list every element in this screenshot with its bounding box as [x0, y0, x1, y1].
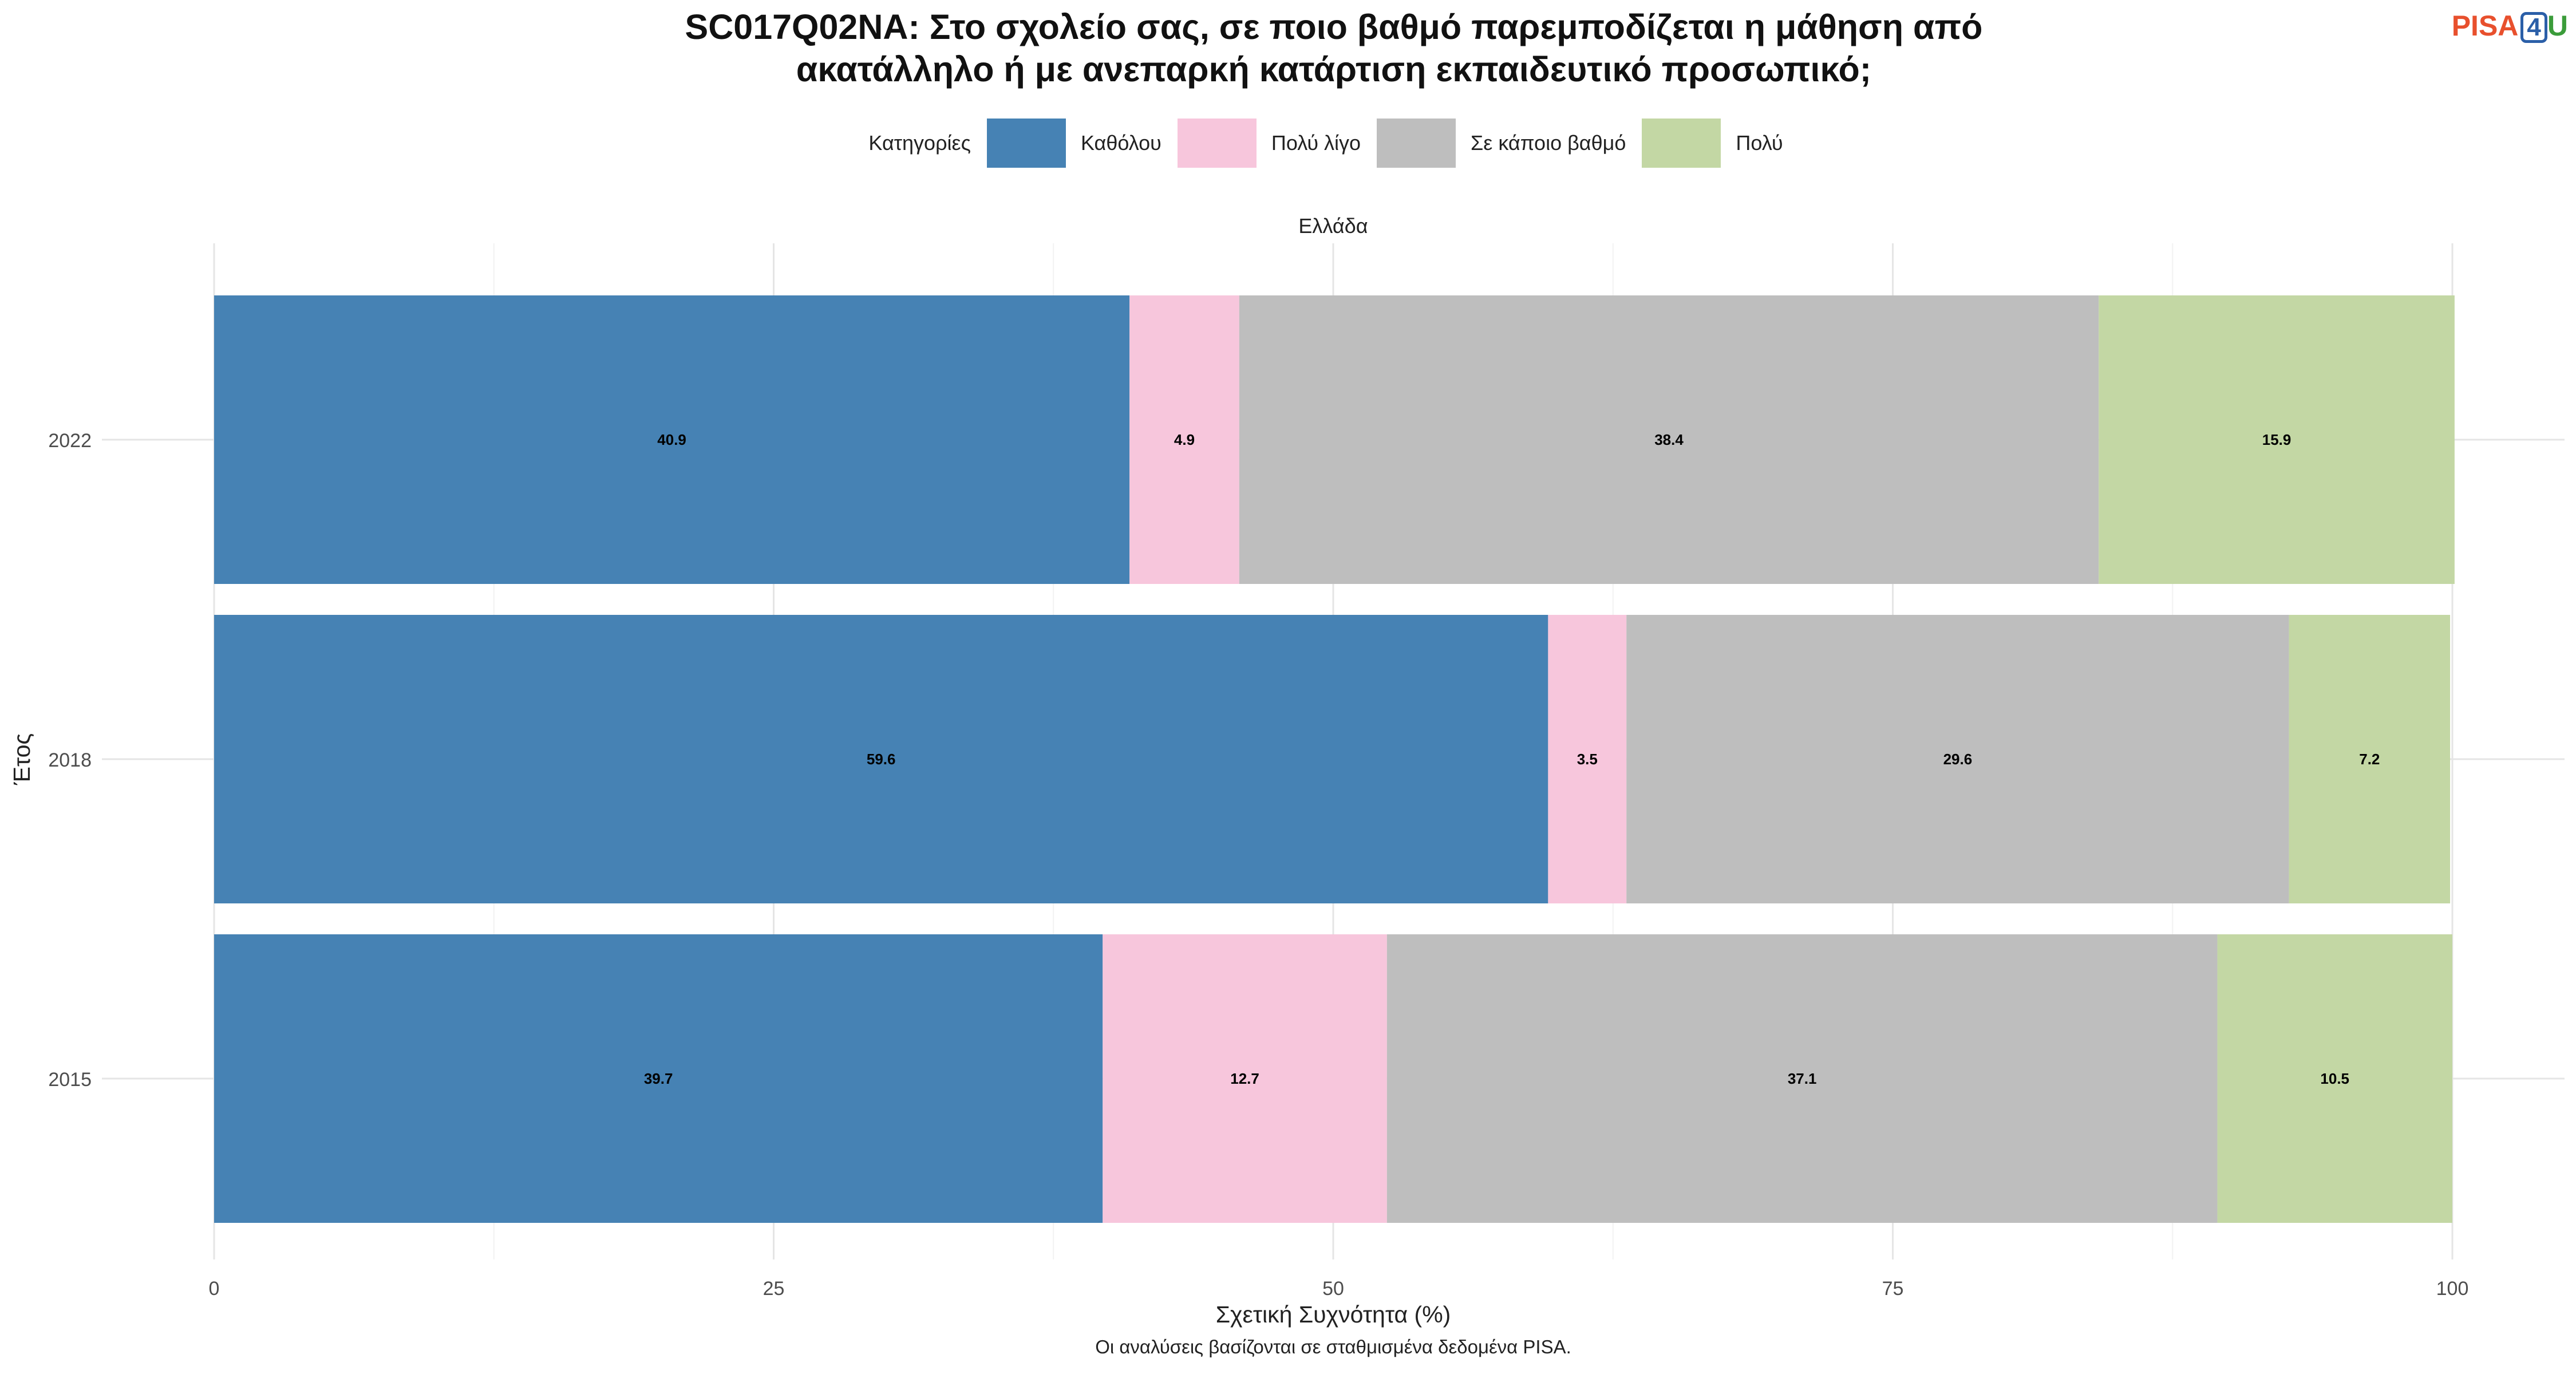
- legend-swatch: [1177, 119, 1257, 168]
- legend-title: Κατηγορίες: [868, 131, 971, 155]
- logo-four-box: 4: [2520, 12, 2547, 43]
- facet-label: Ελλάδα: [1298, 214, 1368, 238]
- bar-value-label: 3.5: [1577, 751, 1598, 768]
- legend-item-kathólou: Καθόλου: [986, 119, 1161, 168]
- y-tick-label: 2015: [48, 1069, 92, 1091]
- legend-item-poly: Πολύ: [1642, 119, 1783, 168]
- y-axis-title: Έτος: [9, 733, 35, 785]
- legend-swatch: [986, 119, 1066, 168]
- bar-value-label: 37.1: [1788, 1070, 1817, 1087]
- legend-swatch: [1642, 119, 1721, 168]
- legend-label: Πολύ λίγο: [1271, 131, 1361, 155]
- x-axis-title: Σχετική Συχνότητα (%): [1216, 1301, 1451, 1328]
- bar-segment: [1103, 934, 1387, 1223]
- bar-segment: [2289, 615, 2451, 903]
- bar-segment: [1386, 934, 2218, 1223]
- x-tick-label: 75: [1882, 1278, 1904, 1300]
- legend-label: Καθόλου: [1080, 131, 1161, 155]
- y-tick-label: 2022: [48, 430, 92, 452]
- bar-value-label: 15.9: [2262, 431, 2291, 448]
- bar-segment: [1239, 295, 2099, 584]
- bar-segment: [214, 615, 1548, 903]
- bar-value-label: 7.2: [2359, 751, 2380, 768]
- y-tick-label: 2018: [48, 749, 92, 771]
- legend: Κατηγορίες Καθόλου Πολύ λίγο Σε κάποιο β…: [0, 119, 2576, 168]
- legend-label: Σε κάποιο βαθμό: [1471, 131, 1626, 155]
- chart-title: SC017Q02NA: Στο σχολείο σας, σε ποιο βαθ…: [0, 6, 2576, 90]
- bar-value-label: 12.7: [1230, 1070, 1259, 1087]
- bar-value-label: 39.7: [644, 1070, 673, 1087]
- bar-value-label: 10.5: [2320, 1070, 2349, 1087]
- bar-segment: [1626, 615, 2289, 903]
- legend-item-se-kapoio-vathmo: Σε κάποιο βαθμό: [1377, 119, 1626, 168]
- chart-title-line-1: SC017Q02NA: Στο σχολείο σας, σε ποιο βαθ…: [685, 7, 1983, 46]
- bar-segment: [1548, 615, 1627, 903]
- chart-title-line-2: ακατάλληλο ή με ανεπαρκή κατάρτιση εκπαι…: [796, 50, 1872, 89]
- legend-item-poly-ligo: Πολύ λίγο: [1177, 119, 1361, 168]
- bar-value-label: 40.9: [657, 431, 686, 448]
- x-tick-label: 0: [209, 1278, 220, 1300]
- bar-value-label: 38.4: [1654, 431, 1684, 448]
- bar-value-label: 59.6: [867, 751, 896, 768]
- bar-value-label: 29.6: [1943, 751, 1973, 768]
- bar-segment: [214, 295, 1130, 584]
- legend-label: Πολύ: [1736, 131, 1783, 155]
- logo-pisa-text: PISA: [2451, 10, 2519, 42]
- x-tick-label: 50: [1322, 1278, 1344, 1300]
- chart-caption: Οι αναλύσεις βασίζονται σε σταθμισμένα δ…: [1095, 1336, 1571, 1357]
- bar-segment: [1129, 295, 1239, 584]
- x-tick-label: 100: [2436, 1278, 2469, 1300]
- bar-segment: [2099, 295, 2455, 584]
- bar-segment: [2217, 934, 2452, 1223]
- bar-segment: [214, 934, 1103, 1223]
- pisa4u-logo: PISA 4 U: [2452, 9, 2568, 43]
- bar-value-label: 4.9: [1174, 431, 1195, 448]
- x-tick-label: 25: [763, 1278, 785, 1300]
- logo-u-text: U: [2547, 10, 2568, 42]
- legend-swatch: [1377, 119, 1456, 168]
